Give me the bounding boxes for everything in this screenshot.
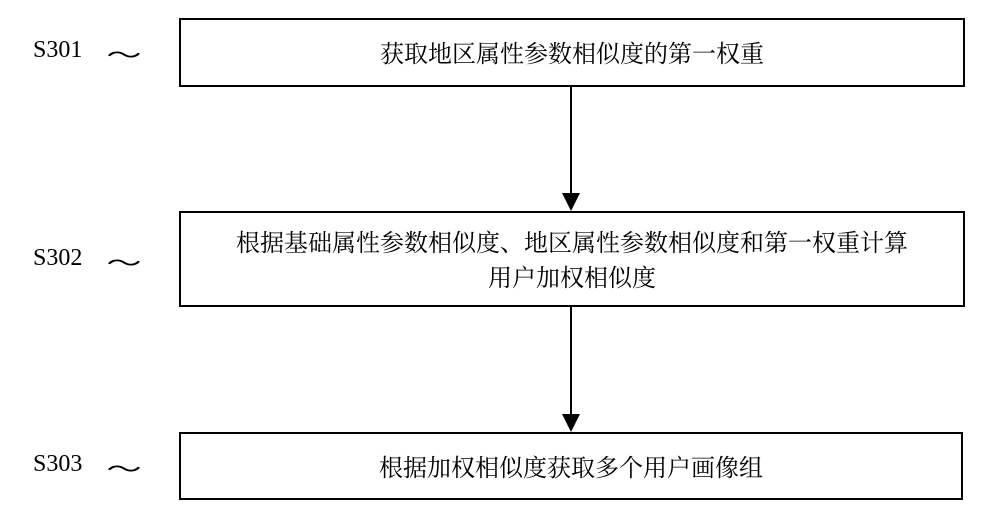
step-label-s301: S301 bbox=[33, 37, 82, 64]
swirl-s302: ～ bbox=[106, 246, 141, 278]
step-label-s303: S303 bbox=[33, 451, 82, 478]
swirl-s301: ～ bbox=[106, 38, 141, 70]
swirl-s303: ～ bbox=[106, 452, 141, 484]
flowchart-canvas: S301 ～ 获取地区属性参数相似度的第一权重 S302 ～ 根据基础属性参数相… bbox=[0, 0, 1000, 531]
node-s303: 根据加权相似度获取多个用户画像组 bbox=[179, 432, 963, 500]
node-s303-text: 根据加权相似度获取多个用户画像组 bbox=[379, 449, 763, 484]
step-label-s302: S302 bbox=[33, 245, 82, 272]
node-s302: 根据基础属性参数相似度、地区属性参数相似度和第一权重计算 用户加权相似度 bbox=[179, 211, 965, 307]
node-s301-text: 获取地区属性参数相似度的第一权重 bbox=[380, 35, 764, 70]
node-s302-text: 根据基础属性参数相似度、地区属性参数相似度和第一权重计算 用户加权相似度 bbox=[236, 224, 908, 294]
edge-s301-s302 bbox=[561, 87, 581, 211]
node-s301: 获取地区属性参数相似度的第一权重 bbox=[179, 18, 965, 87]
edge-s302-s303 bbox=[561, 307, 581, 432]
